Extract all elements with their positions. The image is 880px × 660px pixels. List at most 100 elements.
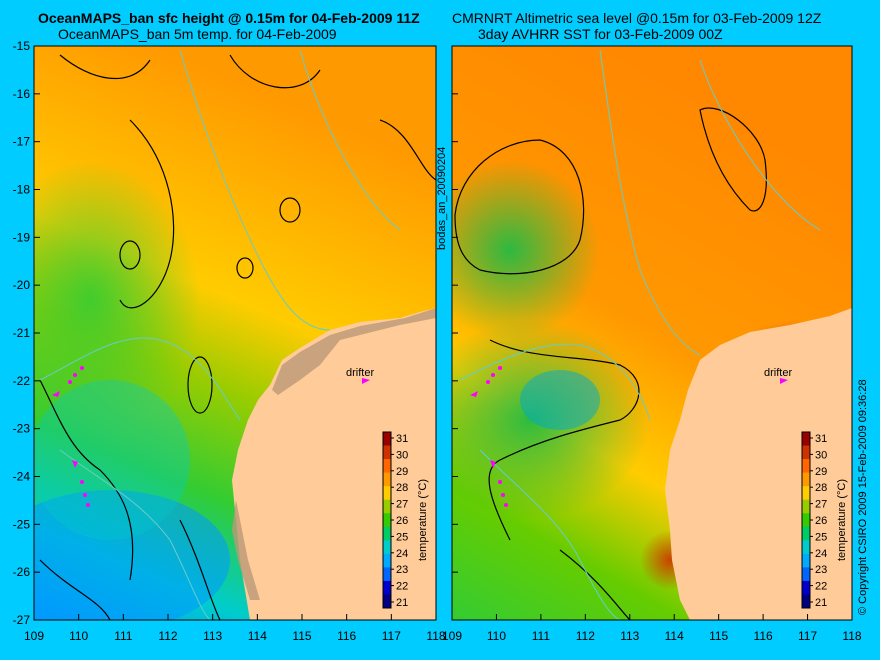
lon-tick-label: 116	[337, 629, 356, 643]
lon-tick-label: 112	[576, 629, 595, 643]
lon-tick-label: 111	[114, 629, 133, 643]
lon-tick-label: 114	[665, 629, 684, 643]
colorbar-tick-label: 26	[396, 515, 408, 527]
lat-tick-label: -17	[13, 135, 31, 149]
colorbar-swatch	[802, 580, 810, 595]
left-colorbar: 31 30 29 28 27 26 25 24 23 22 21 temperature (°C)	[382, 431, 429, 609]
lat-tick-label: -21	[13, 326, 31, 340]
left-map-panel	[34, 46, 436, 620]
colorbar-tick-label: 29	[396, 466, 408, 478]
lat-tick-label: -25	[13, 517, 31, 531]
right-bathymetry	[459, 49, 821, 620]
colorbar-title: temperature (°C)	[417, 479, 429, 561]
lat-tick-label: -15	[13, 39, 31, 53]
colorbar-swatch	[383, 513, 391, 528]
lon-tick-label: 111	[532, 629, 551, 643]
lat-tick-label: -19	[13, 230, 31, 244]
lon-tick-label: 109	[24, 629, 44, 643]
colorbar-swatch	[802, 553, 810, 568]
colorbar-tick-label: 21	[815, 597, 827, 609]
colorbar-swatch	[802, 526, 810, 541]
copyright-text: © Copyright CSIRO 2009 15-Feb-2009 09:36…	[857, 379, 869, 615]
colorbar-swatch	[383, 580, 391, 595]
right-contours	[454, 107, 767, 620]
right-drifter-tracks	[470, 366, 788, 507]
lat-tick-label: -26	[13, 565, 31, 579]
lon-tick-label: 118	[842, 629, 861, 643]
lon-tick-label: 110	[487, 629, 506, 643]
left-lat-axis: -15 -16 -17 -18 -19 -20 -21 -22 -23 -24 -25 -26 -27	[13, 39, 458, 627]
lat-tick-label: -23	[13, 422, 31, 436]
lat-tick-label: -22	[13, 374, 31, 388]
colorbar-tick-label: 28	[396, 482, 408, 494]
colorbar-swatch	[802, 499, 810, 514]
colorbar-swatch	[802, 513, 810, 528]
left-drifter-tracks	[52, 366, 370, 507]
colorbar-tick-label: 25	[815, 531, 827, 543]
lon-tick-label: 109	[442, 629, 462, 643]
colorbar-swatch	[383, 540, 391, 555]
colorbar-tick-label: 22	[815, 581, 827, 593]
colorbar-tick-label: 30	[815, 449, 827, 461]
colorbar-swatch	[383, 594, 391, 609]
lon-tick-label: 116	[754, 629, 773, 643]
lat-tick-label: -24	[13, 470, 31, 484]
right-map-panel	[452, 46, 852, 620]
lat-tick-label: -20	[13, 278, 31, 292]
colorbar-tick-label: 25	[396, 531, 408, 543]
colorbar-swatch	[802, 594, 810, 609]
colorbar-tick-label: 30	[396, 449, 408, 461]
colorbar-swatch	[383, 553, 391, 568]
left-panel-title-line2: OceanMAPS_ban 5m temp. for 04-Feb-2009	[58, 26, 337, 42]
colorbar-swatch	[383, 499, 391, 514]
colorbar-swatch	[802, 459, 810, 474]
colorbar-swatch	[383, 526, 391, 541]
lat-tick-label: -16	[13, 87, 31, 101]
lon-tick-label: 117	[798, 629, 817, 643]
lon-tick-label: 113	[620, 629, 639, 643]
lon-tick-label: 110	[69, 629, 88, 643]
colorbar-tick-label: 28	[815, 482, 827, 494]
lon-tick-label: 112	[158, 629, 177, 643]
lat-tick-label: -27	[13, 613, 31, 627]
colorbar-tick-label: 23	[815, 564, 827, 576]
left-land-mask	[272, 308, 436, 395]
left-panel-title-line1: OceanMAPS_ban sfc height @ 0.15m for 04-…	[38, 10, 420, 26]
lon-tick-label: 118	[426, 629, 445, 643]
colorbar-swatch	[383, 459, 391, 474]
colorbar-tick-label: 26	[815, 515, 827, 527]
colorbar-tick-label: 23	[396, 564, 408, 576]
right-lon-axis: 109 110 111 112 113 114 115 116 117 118	[442, 614, 862, 643]
colorbar-swatch	[802, 567, 810, 582]
right-drifter-label: drifter	[764, 367, 792, 379]
colorbar-tick-label: 22	[396, 581, 408, 593]
colorbar-swatch	[802, 432, 810, 447]
colorbar-swatch	[802, 445, 810, 460]
colorbar-tick-label: 24	[815, 548, 827, 560]
side-label: bodas_an_20090204	[436, 146, 448, 250]
right-panel-title-line1: CMRNRT Altimetric sea level @0.15m for 0…	[452, 10, 822, 26]
left-bathymetry	[39, 49, 401, 620]
lat-tick-label: -18	[13, 183, 31, 197]
colorbar-swatch	[802, 540, 810, 555]
colorbar-tick-label: 24	[396, 548, 408, 560]
colorbar-title: temperature (°C)	[836, 479, 848, 561]
colorbar-swatch	[383, 486, 391, 501]
colorbar-swatch	[383, 432, 391, 447]
lon-tick-label: 113	[203, 629, 222, 643]
left-contours	[39, 54, 436, 620]
left-lon-axis: 109 110 111 112 113 114 115 116 117 118	[24, 614, 446, 643]
colorbar-tick-label: 27	[396, 499, 408, 511]
colorbar-tick-label: 29	[815, 466, 827, 478]
colorbar-swatch	[802, 486, 810, 501]
colorbar-swatch	[383, 472, 391, 487]
lon-tick-label: 115	[292, 629, 311, 643]
lon-tick-label: 117	[382, 629, 401, 643]
colorbar-swatch	[383, 445, 391, 460]
lon-tick-label: 114	[248, 629, 267, 643]
lon-tick-label: 115	[709, 629, 728, 643]
colorbar-swatch	[802, 472, 810, 487]
colorbar-swatch	[383, 567, 391, 582]
colorbar-tick-label: 21	[396, 597, 408, 609]
